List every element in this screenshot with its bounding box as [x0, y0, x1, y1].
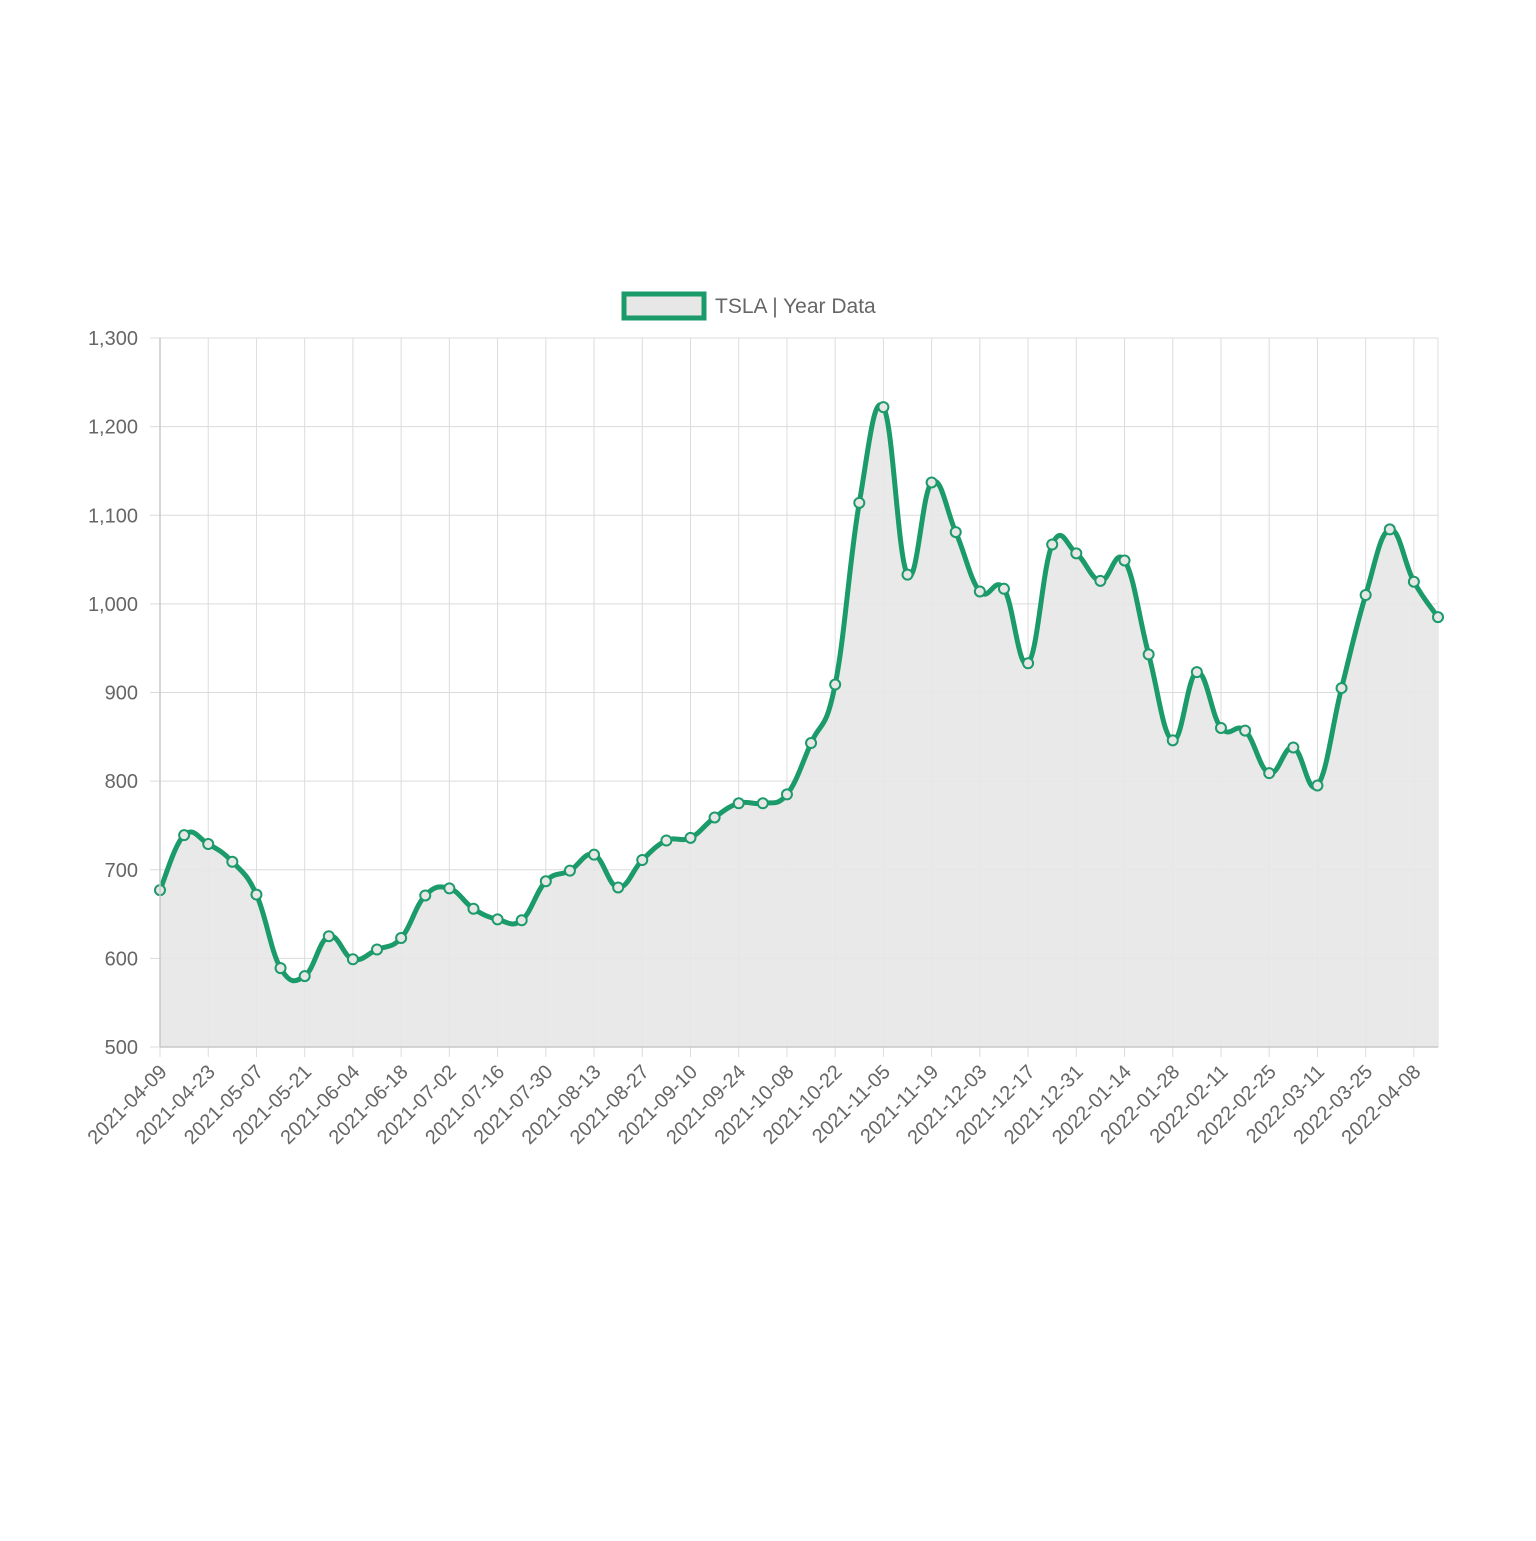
data-point [901, 568, 914, 581]
data-point [1311, 779, 1324, 792]
area-fill-path [160, 404, 1438, 1047]
data-point [949, 526, 962, 539]
data-point [539, 875, 552, 888]
data-point [467, 902, 480, 915]
data-point [322, 930, 335, 943]
data-point [1407, 575, 1420, 588]
data-point [588, 848, 601, 861]
data-point [1335, 682, 1348, 695]
data-point [274, 962, 287, 975]
data-points [154, 401, 1444, 983]
data-point [708, 811, 721, 824]
data-point [973, 585, 986, 598]
y-tick-label: 1,000 [88, 594, 138, 616]
y-tick-label: 1,300 [88, 328, 138, 350]
data-point [515, 914, 528, 927]
data-point [660, 834, 673, 847]
data-point [1287, 741, 1300, 754]
data-point [250, 888, 263, 901]
data-point [829, 678, 842, 691]
data-point [1263, 767, 1276, 780]
data-point [419, 889, 432, 902]
data-point [925, 476, 938, 489]
y-tick-label: 900 [105, 683, 138, 705]
data-point [202, 838, 215, 851]
data-point [756, 797, 769, 810]
data-point [346, 953, 359, 966]
y-tick-label: 1,200 [88, 417, 138, 439]
data-point [1094, 574, 1107, 587]
data-point [298, 970, 311, 983]
legend-label: TSLA | Year Data [715, 295, 876, 318]
y-tick-label: 700 [105, 860, 138, 882]
data-point [1190, 666, 1203, 679]
data-point [1166, 734, 1179, 747]
data-point [805, 737, 818, 750]
data-point [684, 831, 697, 844]
data-point [1383, 523, 1396, 536]
data-point [1239, 724, 1252, 737]
data-point [732, 797, 745, 810]
y-tick-label: 1,100 [88, 505, 138, 527]
legend[interactable]: TSLA | Year Data [621, 291, 876, 321]
data-point [780, 788, 793, 801]
data-point [563, 864, 576, 877]
y-tick-label: 500 [105, 1037, 138, 1059]
data-point [1142, 648, 1155, 661]
legend-swatch [621, 291, 707, 321]
data-point [371, 943, 384, 956]
area-fill [160, 404, 1438, 1047]
y-tick-label: 800 [105, 771, 138, 793]
data-point [1359, 589, 1372, 602]
data-point [636, 854, 649, 867]
data-point [491, 913, 504, 926]
data-point [1214, 721, 1227, 734]
data-point [1432, 611, 1444, 624]
data-point [178, 829, 191, 842]
data-point [1070, 547, 1083, 560]
data-point [1046, 538, 1059, 551]
data-point [443, 882, 456, 895]
data-point [395, 931, 408, 944]
data-point [877, 401, 890, 414]
data-point [853, 496, 866, 509]
data-point [1022, 657, 1035, 670]
data-point [612, 881, 625, 894]
data-point [1118, 554, 1131, 567]
y-tick-label: 600 [105, 948, 138, 970]
data-point [226, 855, 239, 868]
data-point [997, 582, 1010, 595]
